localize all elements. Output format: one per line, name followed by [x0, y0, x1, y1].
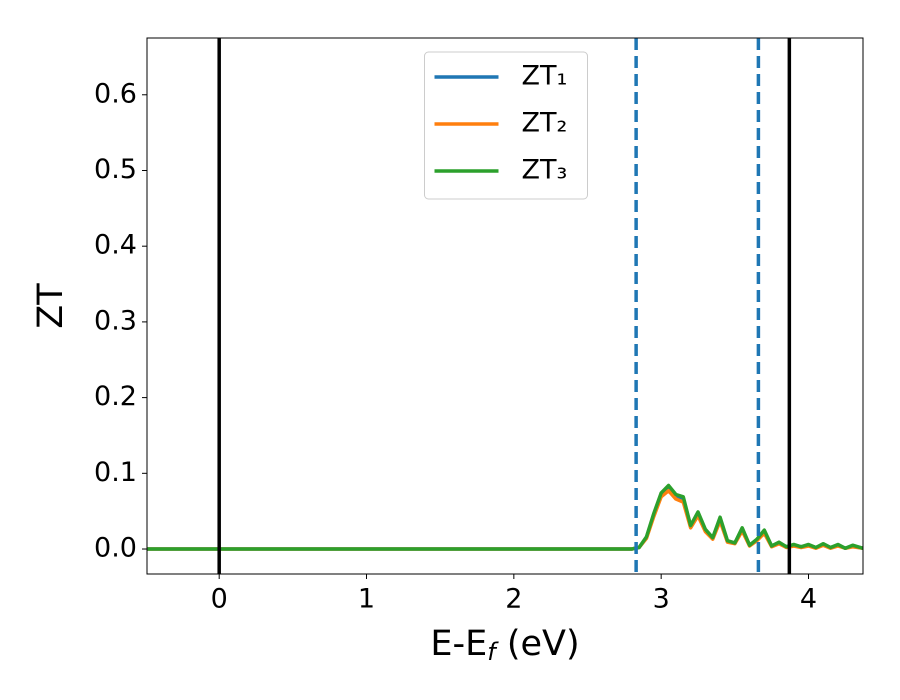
y-tick-label: 0.6	[94, 78, 137, 109]
x-tick-label: 4	[800, 584, 817, 615]
y-tick-label: 0.4	[94, 230, 137, 261]
legend: ZT₁ ZT₂ ZT₃	[424, 51, 588, 200]
x-tick-label: 2	[505, 584, 522, 615]
y-tick-label: 0.1	[94, 457, 137, 488]
y-tick-label: 0.0	[94, 533, 137, 564]
x-tick-label: 3	[653, 584, 670, 615]
y-axis-label: ZT	[31, 283, 71, 329]
plot-frame	[146, 37, 864, 575]
legend-frame	[424, 51, 588, 200]
legend-label: ZT₃	[522, 155, 568, 186]
legend-label: ZT₁	[522, 61, 568, 92]
x-axis-label: E-Ef (eV)	[430, 624, 579, 666]
y-tick-label: 0.5	[94, 154, 137, 185]
x-tick-label: 0	[211, 584, 228, 615]
legend-label: ZT₂	[522, 108, 568, 139]
data-line	[147, 483, 864, 551]
y-tick-label: 0.3	[94, 305, 137, 336]
y-tick-label: 0.2	[94, 381, 137, 412]
x-label-part: (eV)	[496, 624, 580, 664]
x-tick-label: 1	[358, 584, 375, 615]
x-label-part: E-E	[430, 624, 487, 664]
